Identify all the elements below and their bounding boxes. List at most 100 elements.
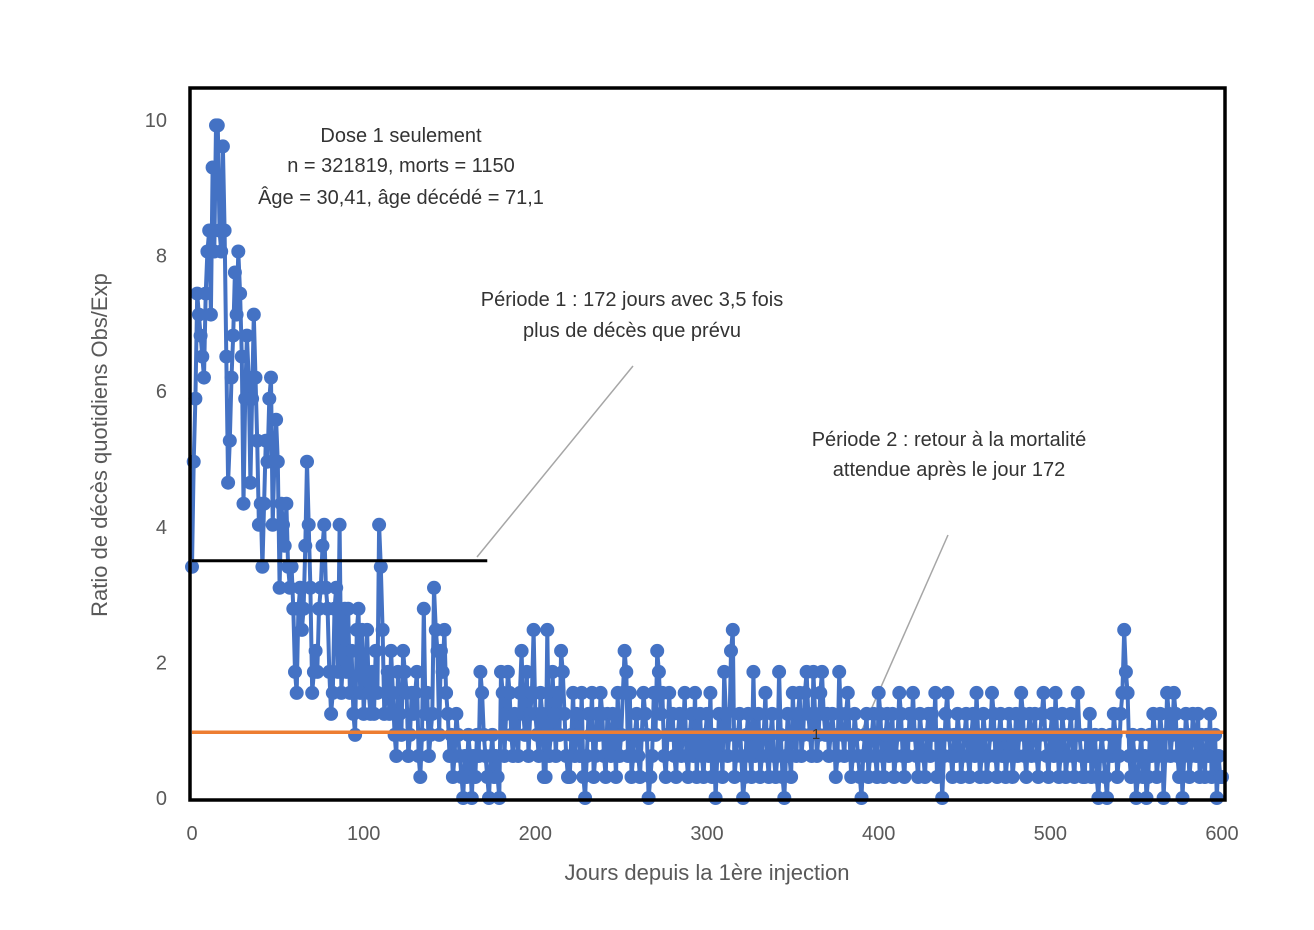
- data-point: [1208, 727, 1223, 742]
- period1-leader-line: [476, 365, 634, 558]
- y-tick-label: 0: [156, 788, 167, 810]
- data-point: [502, 685, 517, 700]
- data-point: [794, 749, 809, 763]
- data-point: [272, 580, 287, 595]
- data-point: [1070, 685, 1085, 700]
- data-point: [411, 749, 426, 763]
- data-point: [651, 664, 666, 679]
- data-point: [662, 685, 677, 700]
- data-point: [969, 685, 984, 700]
- x-tick-label: 0: [186, 823, 197, 845]
- data-point: [341, 601, 356, 616]
- data-point: [375, 622, 390, 637]
- data-point: [718, 706, 733, 721]
- data-point: [403, 727, 417, 742]
- data-point: [248, 370, 263, 385]
- data-point: [205, 160, 220, 175]
- data-point: [1175, 791, 1190, 805]
- data-point: [421, 749, 436, 763]
- data-point: [1156, 791, 1171, 805]
- data-point: [976, 706, 991, 721]
- data-point: [282, 580, 297, 595]
- data-point: [512, 685, 527, 700]
- data-point: [571, 727, 586, 742]
- cohort-annotation-line: n = 321819, morts = 1150: [287, 155, 515, 177]
- data-point: [1112, 749, 1126, 763]
- data-point: [270, 454, 285, 469]
- data-point: [327, 601, 342, 616]
- data-point: [677, 685, 692, 700]
- data-point: [813, 685, 828, 700]
- data-point: [780, 706, 795, 721]
- data-point: [437, 622, 452, 637]
- data-point: [339, 664, 354, 679]
- data-point: [342, 685, 357, 700]
- data-point: [226, 328, 241, 343]
- data-point: [703, 685, 718, 700]
- data-point: [373, 559, 388, 574]
- data-point: [384, 643, 399, 658]
- data-point: [191, 307, 206, 322]
- plot-frame: [188, 86, 1227, 802]
- data-point: [492, 791, 507, 805]
- data-point: [688, 685, 702, 700]
- data-point: [276, 517, 290, 532]
- data-point: [229, 307, 244, 322]
- data-point: [318, 580, 333, 595]
- data-point: [1041, 770, 1056, 784]
- data-point: [202, 223, 217, 238]
- data-point: [368, 643, 383, 658]
- data-point: [360, 622, 375, 637]
- data-point: [638, 706, 653, 721]
- data-point: [1045, 706, 1059, 721]
- data-point: [772, 664, 787, 679]
- data-point: [214, 244, 229, 259]
- data-point: [765, 706, 780, 721]
- data-point: [329, 580, 344, 595]
- data-point: [365, 664, 380, 679]
- data-point: [257, 496, 272, 511]
- data-point: [348, 727, 363, 742]
- data-point: [372, 517, 387, 532]
- data-point: [617, 643, 632, 658]
- data-point: [367, 706, 381, 721]
- data-point: [864, 727, 879, 742]
- data-point: [622, 685, 637, 700]
- data-point: [234, 349, 249, 364]
- data-point: [222, 433, 237, 448]
- data-point: [409, 664, 424, 679]
- data-point: [1005, 770, 1020, 784]
- data-point: [231, 244, 246, 259]
- data-point: [605, 706, 620, 721]
- data-point: [797, 685, 812, 700]
- data-point: [554, 643, 569, 658]
- data-point: [871, 685, 886, 700]
- period1-annotation-line: Période 1 : 172 jours avec 3,5 fois: [481, 289, 783, 311]
- y-tick-label: 4: [156, 517, 167, 539]
- data-point: [636, 685, 651, 700]
- data-point: [284, 559, 299, 574]
- data-point: [485, 727, 500, 742]
- y-axis-ticks: 0 2 4 6 8 10: [145, 110, 167, 810]
- data-point: [619, 664, 634, 679]
- data-point: [924, 706, 939, 721]
- data-point: [475, 685, 490, 700]
- data-point: [725, 622, 740, 637]
- data-point: [293, 580, 308, 595]
- data-point: [569, 706, 584, 721]
- data-point: [609, 770, 623, 784]
- data-point: [643, 770, 658, 784]
- data-point: [876, 770, 891, 784]
- data-point: [203, 307, 218, 322]
- period1-annotation-line: plus de décès que prévu: [523, 320, 741, 342]
- data-point: [928, 685, 943, 700]
- data-point: [705, 770, 720, 784]
- data-point: [741, 706, 756, 721]
- data-point: [217, 223, 232, 238]
- data-point: [195, 349, 210, 364]
- data-point: [897, 770, 912, 784]
- data-point: [521, 749, 536, 763]
- data-point: [382, 706, 397, 721]
- data-point: [397, 664, 412, 679]
